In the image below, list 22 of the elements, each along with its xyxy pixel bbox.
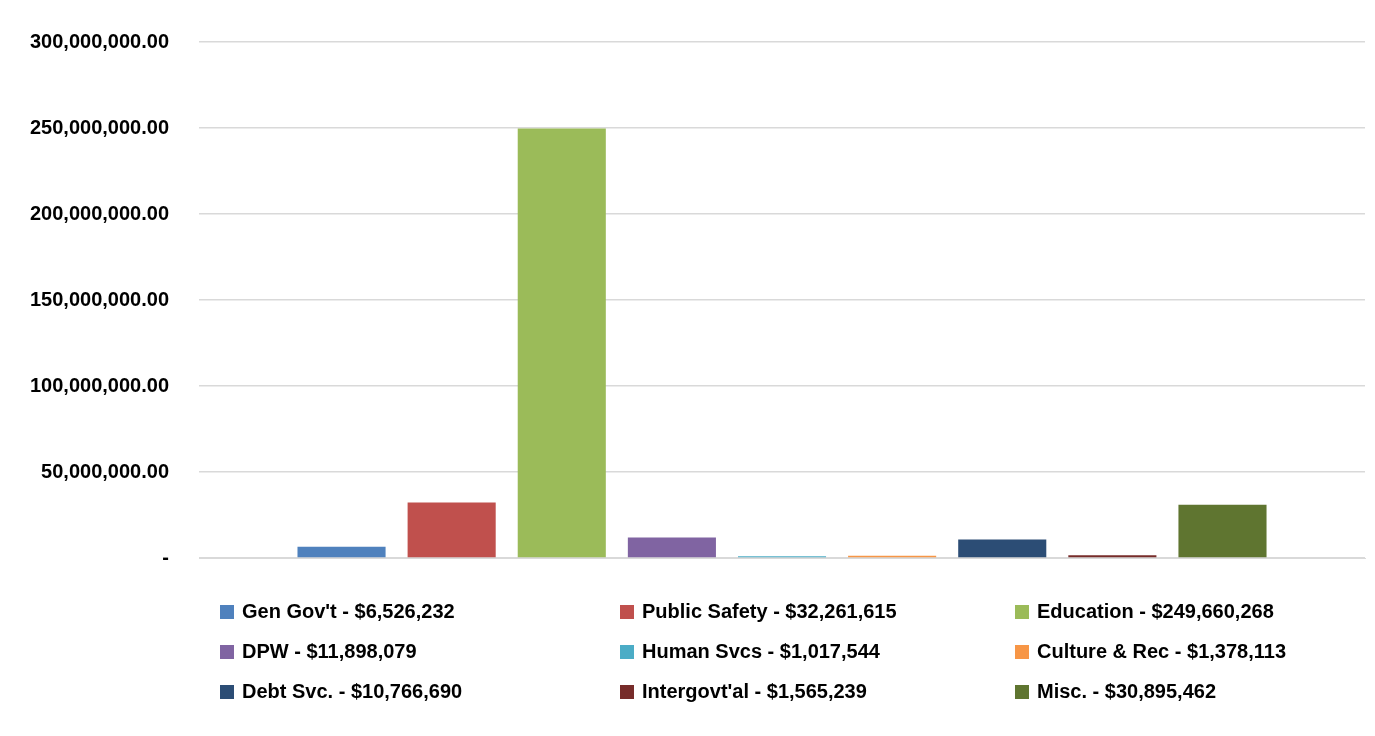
legend-label: Culture & Rec - $1,378,113 (1037, 640, 1287, 663)
y-tick-label: - (162, 545, 170, 568)
bar (297, 546, 386, 558)
y-tick-label: 300,000,000.00 (29, 29, 170, 52)
y-tick-label: 200,000,000.00 (29, 201, 170, 224)
legend-label: Education - $249,660,268 (1037, 600, 1274, 623)
legend-label: DPW - $11,898,079 (242, 640, 417, 663)
legend-label: Intergovt'al - $1,565,239 (642, 680, 867, 703)
y-tick-label: 250,000,000.00 (29, 115, 170, 138)
legend-label: Debt Svc. - $10,766,690 (242, 680, 463, 703)
bar (627, 537, 716, 558)
bar (517, 128, 606, 558)
y-tick-label: 50,000,000.00 (41, 459, 170, 482)
legend-label: Public Safety - $32,261,615 (642, 600, 897, 623)
bar (1178, 504, 1267, 558)
bar (958, 539, 1047, 558)
y-tick-label: 150,000,000.00 (29, 287, 170, 310)
bar (407, 502, 496, 558)
legend-label: Human Svcs - $1,017,544 (642, 640, 880, 663)
legend-label: Misc. - $30,895,462 (1037, 680, 1217, 703)
legend-label: Gen Gov't - $6,526,232 (242, 600, 455, 623)
y-tick-label: 100,000,000.00 (29, 373, 170, 396)
